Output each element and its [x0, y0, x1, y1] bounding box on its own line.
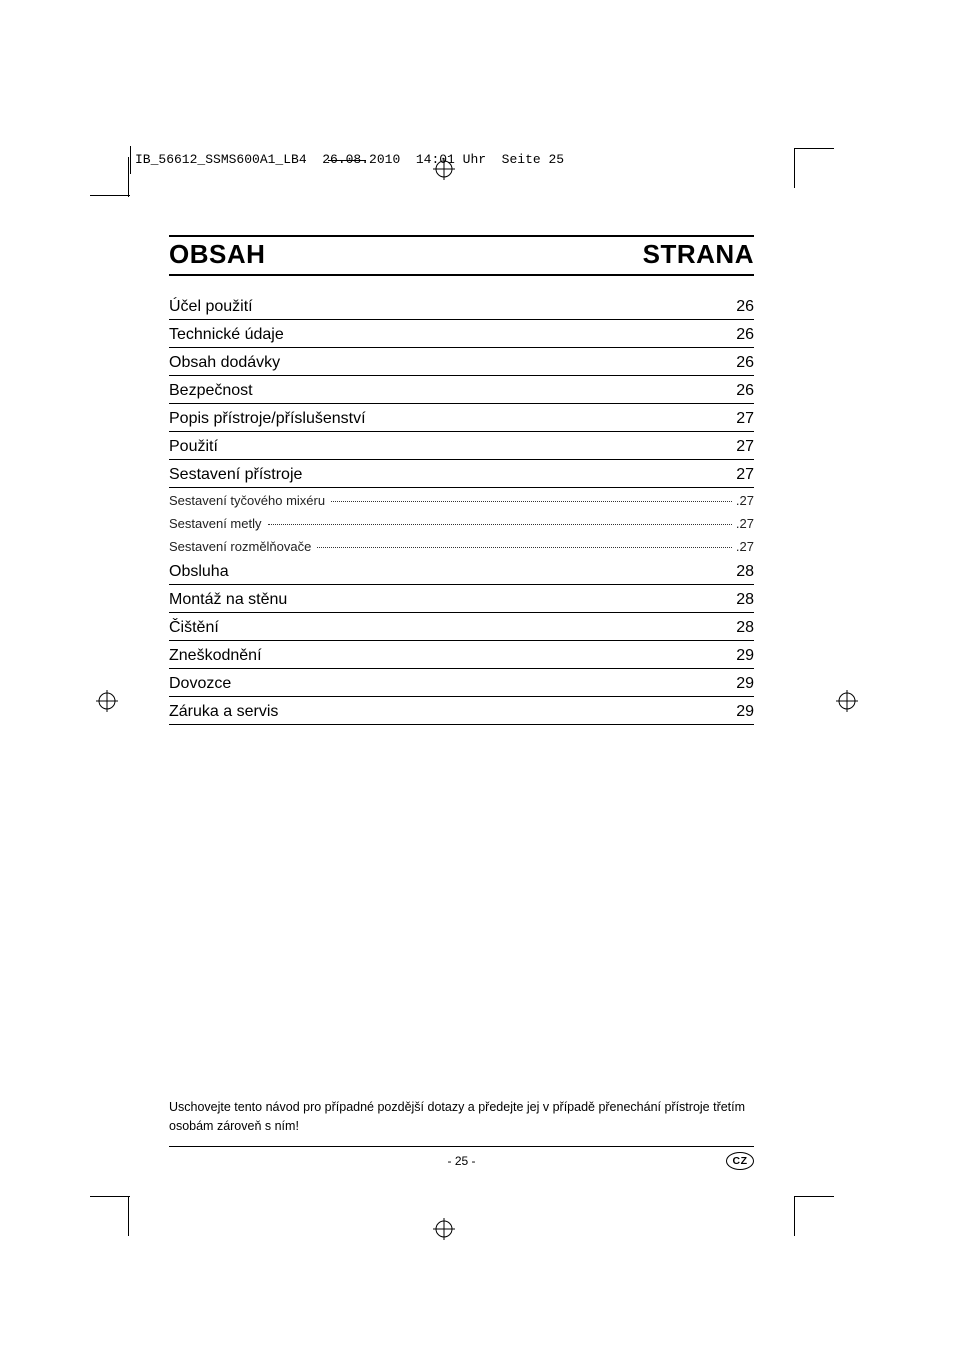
toc-page: 28 [736, 591, 754, 609]
toc-dot-leader [268, 524, 732, 525]
toc-page: 29 [736, 675, 754, 693]
toc-page: 27 [736, 410, 754, 428]
toc-sub-label: Sestavení rozmělňovače [169, 539, 315, 554]
registration-icon [433, 1218, 455, 1240]
toc-dot-leader [317, 547, 732, 548]
crop-mark [794, 148, 795, 188]
language-code: CZ [726, 1152, 754, 1170]
toc-row: Účel použití 26 [169, 292, 754, 320]
toc-label: Technické údaje [169, 326, 284, 344]
toc-sub-label: Sestavení metly [169, 516, 266, 531]
toc-label: Zneškodnění [169, 647, 262, 665]
toc-row: Záruka a servis 29 [169, 697, 754, 725]
toc-sub-page: .27 [734, 539, 754, 554]
toc-row: Čištění 28 [169, 613, 754, 641]
crop-mark [90, 1196, 130, 1197]
toc-label: Obsah dodávky [169, 354, 280, 372]
toc-row: Technické údaje 26 [169, 320, 754, 348]
toc-label: Použití [169, 438, 218, 456]
crop-mark [90, 195, 130, 196]
toc-page: 26 [736, 382, 754, 400]
toc-row: Dovozce 29 [169, 669, 754, 697]
toc-page: 27 [736, 438, 754, 456]
toc-label: Čištění [169, 619, 219, 637]
toc-label: Bezpečnost [169, 382, 253, 400]
footnote: Uschovejte tento návod pro případné pozd… [169, 1098, 754, 1147]
table-of-contents: Účel použití26Technické údaje26Obsah dod… [169, 292, 754, 725]
toc-sub-label: Sestavení tyčového mixéru [169, 493, 329, 508]
toc-label: Popis přístroje/příslušenství [169, 410, 366, 428]
page-footer-row: - 25 - CZ [169, 1154, 754, 1168]
toc-row: Použití 27 [169, 432, 754, 460]
registration-icon [836, 690, 858, 712]
crop-mark [794, 1196, 795, 1236]
crop-mark [794, 1196, 834, 1197]
toc-row: Obsah dodávky 26 [169, 348, 754, 376]
crop-mark [794, 148, 834, 149]
toc-page: 28 [736, 563, 754, 581]
toc-sub-page: .27 [734, 516, 754, 531]
language-badge: CZ [726, 1152, 754, 1170]
toc-label: Obsluha [169, 563, 229, 581]
crop-mark [128, 1196, 129, 1236]
page: IB_56612_SSMS600A1_LB4 26.08.2010 14:01 … [0, 0, 954, 1350]
toc-row: Bezpečnost 26 [169, 376, 754, 404]
toc-header: OBSAH STRANA [169, 235, 754, 276]
toc-page: 29 [736, 703, 754, 721]
toc-page: 26 [736, 326, 754, 344]
slug-bar [130, 146, 131, 174]
slug-underline [328, 160, 366, 161]
header-right: STRANA [643, 239, 754, 270]
crop-mark [128, 157, 129, 197]
toc-page: 29 [736, 647, 754, 665]
registration-icon [96, 690, 118, 712]
toc-sub-page: .27 [734, 493, 754, 508]
toc-dot-leader [331, 501, 732, 502]
toc-sub-row: Sestavení rozmělňovače .27 [169, 534, 754, 557]
toc-row: Sestavení přístroje 27 [169, 460, 754, 488]
content-area: OBSAH STRANA Účel použití26Technické úda… [169, 235, 754, 725]
toc-page: 26 [736, 298, 754, 316]
toc-label: Sestavení přístroje [169, 466, 302, 484]
toc-label: Dovozce [169, 675, 231, 693]
toc-page: 28 [736, 619, 754, 637]
registration-icon [433, 158, 455, 180]
toc-page: 26 [736, 354, 754, 372]
page-number: - 25 - [169, 1154, 754, 1168]
toc-label: Montáž na stěnu [169, 591, 287, 609]
header-left: OBSAH [169, 239, 265, 270]
toc-row: Obsluha 28 [169, 557, 754, 585]
toc-row: Zneškodnění 29 [169, 641, 754, 669]
toc-page: 27 [736, 466, 754, 484]
toc-label: Záruka a servis [169, 703, 278, 721]
toc-label: Účel použití [169, 298, 253, 316]
toc-row: Popis přístroje/příslušenství 27 [169, 404, 754, 432]
toc-sub-row: Sestavení metly .27 [169, 511, 754, 534]
toc-sub-row: Sestavení tyčového mixéru .27 [169, 488, 754, 511]
toc-row: Montáž na stěnu 28 [169, 585, 754, 613]
